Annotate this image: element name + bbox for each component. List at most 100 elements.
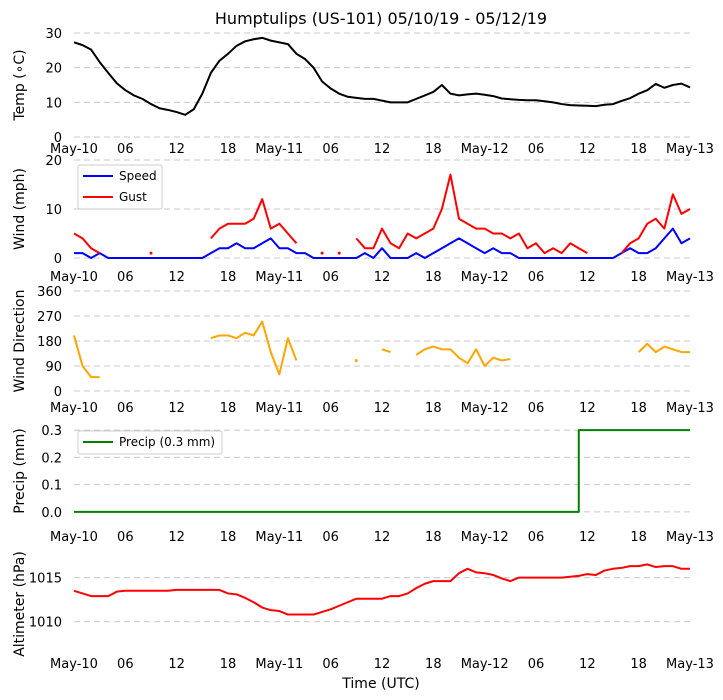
y-tick-label: 30 <box>45 27 62 42</box>
series-line-temp <box>73 36 691 116</box>
x-tick-label: May-10 <box>50 270 98 285</box>
x-tick-label: 12 <box>579 530 596 545</box>
y-tick-label: 270 <box>37 310 62 325</box>
data-point <box>337 251 341 255</box>
x-tick-label: May-10 <box>50 530 98 545</box>
series-line-direction <box>210 320 298 376</box>
x-tick-label: 18 <box>630 657 647 672</box>
y-tick-label: 1010 <box>29 616 62 631</box>
y-tick-label: 20 <box>45 154 62 169</box>
y-tick-label: 0.3 <box>41 424 62 439</box>
legend-box <box>77 430 223 455</box>
x-tick-label: 12 <box>168 657 185 672</box>
x-tick-label: 12 <box>374 142 391 157</box>
x-tick-label: 18 <box>425 530 442 545</box>
x-tick-label: 12 <box>374 530 391 545</box>
series-line-direction <box>637 342 690 354</box>
y-tick-label: 0 <box>54 131 62 146</box>
x-tick-label: 06 <box>117 142 134 157</box>
y-tick-label: 0 <box>54 385 62 400</box>
y-axis-label: Wind Direction <box>12 290 28 393</box>
x-tick-label: May-13 <box>666 142 714 157</box>
y-tick-label: 360 <box>37 285 62 300</box>
series-line-direction <box>415 345 511 367</box>
x-tick-label: May-11 <box>255 142 303 157</box>
x-tick-label: May-12 <box>461 530 509 545</box>
x-tick-label: 18 <box>220 401 237 416</box>
x-tick-label: May-13 <box>666 657 714 672</box>
x-tick-label: 18 <box>425 401 442 416</box>
series-line-direction <box>73 335 100 379</box>
x-tick-label: 12 <box>168 270 185 285</box>
x-tick-label: 06 <box>322 270 339 285</box>
x-tick-label: 06 <box>322 401 339 416</box>
chart-title: Humptulips (US-101) 05/10/19 - 05/12/19 <box>215 9 547 28</box>
x-axis-label: Time (UTC) <box>341 676 419 692</box>
x-tick-label: May-10 <box>50 142 98 157</box>
x-tick-label: 18 <box>630 142 647 157</box>
y-tick-label: 0.2 <box>41 451 62 466</box>
x-tick-label: 12 <box>168 142 185 157</box>
x-tick-label: May-11 <box>255 401 303 416</box>
x-tick-label: 06 <box>322 530 339 545</box>
x-tick-label: 06 <box>528 270 545 285</box>
x-tick-label: 18 <box>220 530 237 545</box>
x-tick-label: May-11 <box>255 530 303 545</box>
series-line-wind <box>620 193 691 254</box>
series-line-wind <box>74 227 691 259</box>
x-tick-label: 12 <box>374 657 391 672</box>
data-point <box>320 251 324 255</box>
x-tick-label: 12 <box>374 270 391 285</box>
x-tick-label: 18 <box>425 142 442 157</box>
x-tick-label: May-12 <box>461 657 509 672</box>
x-tick-label: May-11 <box>255 270 303 285</box>
series-line-wind <box>73 232 101 254</box>
x-tick-label: 06 <box>117 270 134 285</box>
x-tick-label: 06 <box>117 401 134 416</box>
y-axis-label: Altimeter (hPa) <box>12 551 28 657</box>
x-tick-label: May-13 <box>666 530 714 545</box>
legend-label: Speed <box>119 169 157 183</box>
x-tick-label: May-13 <box>666 401 714 416</box>
x-tick-label: May-10 <box>50 401 98 416</box>
x-tick-label: 06 <box>528 530 545 545</box>
x-tick-label: 12 <box>579 657 596 672</box>
legend-label: Gust <box>119 190 147 204</box>
x-tick-label: May-12 <box>461 270 509 285</box>
y-axis-label: Temp (∘C) <box>12 49 28 121</box>
x-tick-label: 06 <box>322 657 339 672</box>
legend-label: Precip (0.3 mm) <box>119 435 215 449</box>
x-tick-label: 18 <box>220 270 237 285</box>
x-tick-label: 06 <box>117 530 134 545</box>
x-tick-label: 12 <box>168 401 185 416</box>
y-axis-label: Precip (mm) <box>12 428 28 513</box>
x-tick-label: May-11 <box>255 657 303 672</box>
x-tick-label: 06 <box>528 142 545 157</box>
y-tick-label: 10 <box>45 96 62 111</box>
x-tick-label: 18 <box>425 270 442 285</box>
x-tick-label: 18 <box>630 270 647 285</box>
x-tick-label: May-13 <box>666 270 714 285</box>
x-tick-label: 06 <box>322 142 339 157</box>
y-tick-label: 10 <box>45 203 62 218</box>
y-tick-label: 180 <box>37 335 62 350</box>
x-tick-label: 18 <box>425 657 442 672</box>
data-point <box>354 358 358 362</box>
series-line-direction <box>381 348 391 354</box>
series-line-precip <box>74 429 690 513</box>
x-tick-label: May-12 <box>461 142 509 157</box>
x-tick-label: 06 <box>528 401 545 416</box>
y-tick-label: 0.1 <box>41 479 62 494</box>
x-tick-label: 12 <box>579 270 596 285</box>
data-point <box>149 251 153 255</box>
x-tick-label: May-10 <box>50 657 98 672</box>
y-tick-label: 90 <box>45 360 62 375</box>
x-tick-label: 12 <box>579 142 596 157</box>
y-tick-label: 1015 <box>29 572 62 587</box>
y-tick-label: 0.0 <box>41 506 62 521</box>
x-tick-label: 18 <box>220 657 237 672</box>
series-line-wind <box>355 173 588 255</box>
y-tick-label: 0 <box>54 252 62 267</box>
x-tick-label: 12 <box>168 530 185 545</box>
